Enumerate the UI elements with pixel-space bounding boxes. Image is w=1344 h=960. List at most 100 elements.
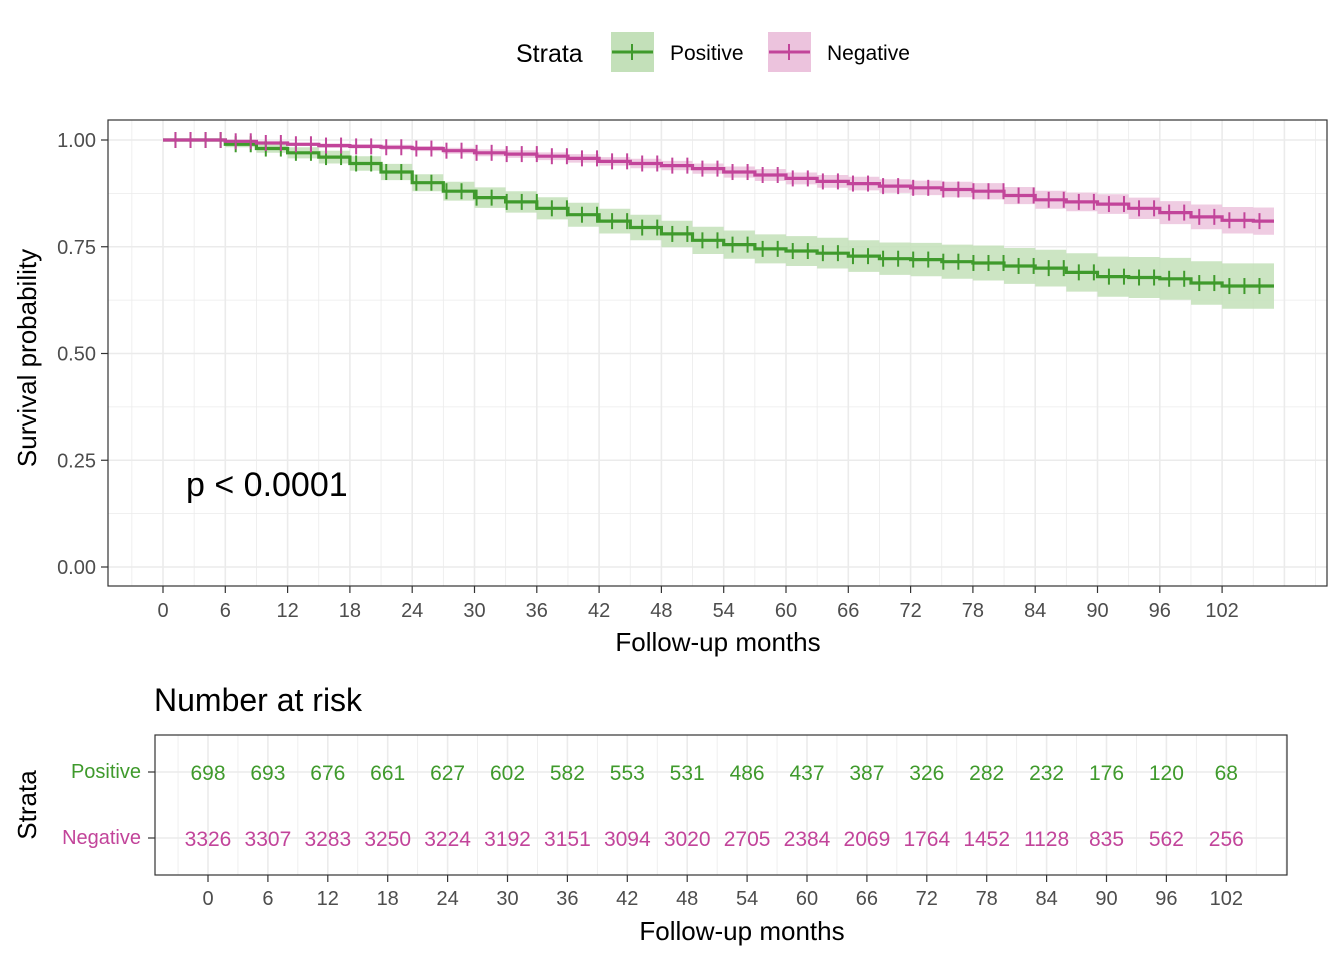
x-tick-label: 54 <box>713 600 735 622</box>
risk-cell-negative: 1452 <box>963 828 1010 851</box>
risk-x-tick-label: 12 <box>317 888 339 910</box>
risk-table-border <box>154 734 1288 876</box>
risk-table-x-label: Follow-up months <box>639 916 844 946</box>
risk-cell-positive: 661 <box>370 762 405 785</box>
risk-cell-negative: 3020 <box>664 828 711 851</box>
y-tick-label: 0.25 <box>57 450 96 472</box>
risk-cell-positive: 68 <box>1215 762 1238 785</box>
x-axis-ticks: 0 6 12 18 24 30 36 42 48 54 60 66 72 78 84 90 96 102 <box>157 586 1239 622</box>
risk-cell-positive: 602 <box>490 762 525 785</box>
x-tick-label: 72 <box>899 600 921 622</box>
x-tick-label: 24 <box>401 600 423 622</box>
x-tick-label: 60 <box>775 600 797 622</box>
x-tick-label: 42 <box>588 600 610 622</box>
risk-cell-positive: 437 <box>789 762 824 785</box>
y-axis-label: Survival probability <box>12 249 42 467</box>
risk-cell-negative: 3250 <box>364 828 411 851</box>
risk-x-tick-label: 42 <box>616 888 638 910</box>
risk-table-title: Number at risk <box>154 682 363 718</box>
y-tick-label: 0.75 <box>57 237 96 259</box>
risk-cell-positive: 531 <box>670 762 705 785</box>
y-tick-label: 0.50 <box>57 344 96 366</box>
censor-marks <box>174 132 1261 295</box>
risk-table: Number at risk 698 693 676 661 627 602 582 553 5… <box>12 682 1288 946</box>
risk-cell-positive: 387 <box>849 762 884 785</box>
survival-plot: 0.00 0.25 0.50 0.75 1.00 0 6 12 18 24 30 36 42 48 54 6… <box>12 119 1328 657</box>
legend-item-positive: Positive <box>611 32 744 72</box>
risk-table-panel <box>155 735 1287 875</box>
risk-cell-positive: 232 <box>1029 762 1064 785</box>
legend-label-positive: Positive <box>670 42 744 65</box>
risk-x-tick-label: 66 <box>856 888 878 910</box>
risk-x-tick-label: 84 <box>1035 888 1057 910</box>
risk-cell-negative: 3224 <box>424 828 471 851</box>
risk-table-x-ticks: 0 6 12 18 24 30 36 42 48 54 60 66 72 78 84 90 96 102 <box>202 875 1243 910</box>
x-tick-label: 66 <box>837 600 859 622</box>
risk-x-tick-label: 96 <box>1155 888 1177 910</box>
risk-row-label-positive: Positive <box>71 761 141 783</box>
risk-cell-negative: 3151 <box>544 828 591 851</box>
risk-cell-negative: 562 <box>1149 828 1184 851</box>
x-tick-label: 48 <box>650 600 672 622</box>
x-tick-label: 18 <box>339 600 361 622</box>
risk-cell-negative: 2069 <box>844 828 891 851</box>
x-tick-label: 6 <box>220 600 231 622</box>
risk-x-tick-label: 60 <box>796 888 818 910</box>
survival-curve-positive <box>163 138 1274 288</box>
risk-cell-negative: 256 <box>1209 828 1244 851</box>
p-value-annotation: p < 0.0001 <box>186 466 348 504</box>
risk-x-tick-label: 90 <box>1095 888 1117 910</box>
risk-cell-positive: 282 <box>969 762 1004 785</box>
risk-cell-positive: 326 <box>909 762 944 785</box>
risk-x-tick-label: 30 <box>496 888 518 910</box>
x-tick-label: 102 <box>1205 600 1238 622</box>
risk-table-row-labels: Positive Negative <box>62 761 155 849</box>
risk-cell-negative: 3283 <box>304 828 351 851</box>
risk-x-tick-label: 78 <box>976 888 998 910</box>
risk-cell-positive: 582 <box>550 762 585 785</box>
x-tick-label: 84 <box>1024 600 1046 622</box>
risk-cell-negative: 835 <box>1089 828 1124 851</box>
y-tick-label: 1.00 <box>57 130 96 152</box>
risk-table-grid <box>155 735 1287 875</box>
risk-x-tick-label: 102 <box>1210 888 1243 910</box>
risk-x-tick-label: 24 <box>436 888 458 910</box>
risk-x-tick-label: 54 <box>736 888 758 910</box>
legend-title: Strata <box>516 40 583 68</box>
risk-cell-positive: 698 <box>190 762 225 785</box>
legend: Strata Positive Negative <box>516 32 910 72</box>
risk-x-tick-label: 6 <box>262 888 273 910</box>
risk-cell-negative: 1764 <box>903 828 950 851</box>
risk-cell-positive: 553 <box>610 762 645 785</box>
x-tick-label: 12 <box>276 600 298 622</box>
risk-x-tick-label: 0 <box>202 888 213 910</box>
risk-cell-negative: 2705 <box>724 828 771 851</box>
x-tick-label: 96 <box>1149 600 1171 622</box>
y-axis-ticks: 0.00 0.25 0.50 0.75 1.00 <box>57 130 108 579</box>
risk-cell-positive: 676 <box>310 762 345 785</box>
risk-cell-negative: 3326 <box>185 828 232 851</box>
risk-x-tick-label: 36 <box>556 888 578 910</box>
legend-label-negative: Negative <box>827 42 910 65</box>
x-tick-label: 78 <box>962 600 984 622</box>
x-tick-label: 0 <box>157 600 168 622</box>
risk-cell-positive: 120 <box>1149 762 1184 785</box>
risk-table-cells: 698 693 676 661 627 602 582 553 531 486 437 387 326 2… <box>185 762 1244 851</box>
risk-cell-positive: 486 <box>730 762 765 785</box>
y-tick-label: 0.00 <box>57 557 96 579</box>
risk-cell-negative: 1128 <box>1024 828 1069 851</box>
risk-cell-negative: 3192 <box>484 828 531 851</box>
risk-cell-positive: 176 <box>1089 762 1124 785</box>
risk-row-label-negative: Negative <box>62 827 141 849</box>
risk-cell-positive: 693 <box>250 762 285 785</box>
risk-cell-negative: 3094 <box>604 828 651 851</box>
x-axis-label: Follow-up months <box>615 627 820 657</box>
risk-cell-negative: 2384 <box>784 828 831 851</box>
x-tick-label: 36 <box>526 600 548 622</box>
x-tick-label: 30 <box>463 600 485 622</box>
risk-x-tick-label: 48 <box>676 888 698 910</box>
x-tick-label: 90 <box>1086 600 1108 622</box>
legend-item-negative: Negative <box>768 32 910 72</box>
risk-cell-negative: 3307 <box>245 828 292 851</box>
